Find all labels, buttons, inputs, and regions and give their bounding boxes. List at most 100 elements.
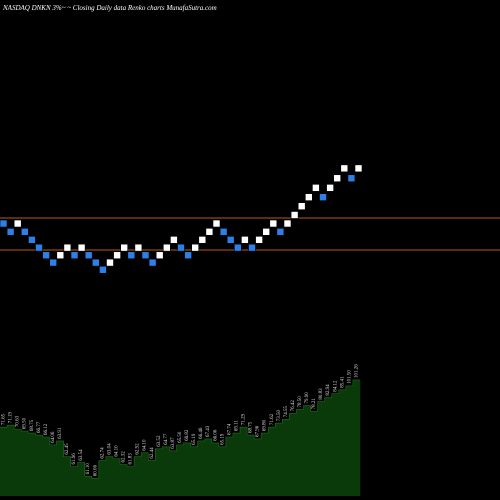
volume-value-label: 63.87 xyxy=(171,437,176,449)
brick-up xyxy=(290,211,299,219)
brick-down xyxy=(347,174,356,183)
volume-bar xyxy=(338,389,347,496)
volume-bar xyxy=(352,379,361,496)
volume-value-label: 66.46 xyxy=(199,427,204,439)
volume-value-label: 73.50 xyxy=(277,409,282,421)
volume-value-label: 63.91 xyxy=(58,427,63,439)
volume-bar xyxy=(105,456,114,496)
brick-down xyxy=(70,251,79,260)
volume-bar xyxy=(112,458,121,496)
volume-bar xyxy=(169,450,177,496)
brick-up xyxy=(63,243,72,252)
volume-value-label: 66.82 xyxy=(185,429,190,441)
volume-value-label: 62.45 xyxy=(65,443,70,455)
renko-bricks xyxy=(0,164,363,274)
volume-value-label: 64.77 xyxy=(164,433,169,445)
volume-value-label: 64.10 xyxy=(114,445,119,457)
brick-up xyxy=(77,243,86,252)
volume-value-label: 66.12 xyxy=(44,423,49,435)
volume-bar xyxy=(91,478,100,496)
volume-value-label: 69.11 xyxy=(234,420,239,432)
volume-bar xyxy=(84,476,93,496)
volume-bar xyxy=(21,431,29,496)
volume-bar xyxy=(7,425,15,496)
volume-bar xyxy=(155,448,163,496)
brick-up xyxy=(155,251,164,260)
brick-up xyxy=(134,243,143,252)
volume-bar xyxy=(275,423,283,496)
brick-up xyxy=(205,228,214,236)
volume-value-label: 61.10 xyxy=(86,463,91,475)
brick-up xyxy=(106,258,114,267)
volume-value-label: 80.83 xyxy=(319,388,324,400)
brick-up xyxy=(255,236,263,244)
volume-bar xyxy=(345,385,354,496)
brick-up xyxy=(56,251,65,260)
brick-down xyxy=(0,219,8,228)
volume-bar xyxy=(98,460,107,496)
volume-value-label: 71.19 xyxy=(9,411,14,423)
volume-bar xyxy=(141,452,149,496)
volume-bar xyxy=(70,466,78,496)
brick-up xyxy=(113,251,121,260)
volume-value-label: 82.94 xyxy=(326,384,331,396)
volume-value-label: 84.12 xyxy=(333,380,338,392)
volume-value-label: 101.50 xyxy=(347,370,352,384)
volume-bar xyxy=(14,429,22,496)
volume-bar xyxy=(42,437,50,496)
volume-bar xyxy=(77,462,86,496)
volume-bar xyxy=(254,438,262,496)
volume-bar xyxy=(120,464,128,496)
volume-bar xyxy=(268,427,276,496)
volume-outline xyxy=(0,379,360,479)
brick-up xyxy=(269,219,278,228)
brick-down xyxy=(84,251,93,260)
volume-bar xyxy=(240,427,248,496)
volume-bar xyxy=(289,413,297,496)
volume-value-label: 66.06 xyxy=(213,429,218,441)
brick-down xyxy=(141,251,150,260)
volume-value-label: 74.55 xyxy=(284,406,289,418)
volume-bar xyxy=(35,435,43,496)
brick-up xyxy=(304,193,313,201)
volume-bar xyxy=(197,440,206,496)
brick-down xyxy=(42,251,50,260)
volume-bar xyxy=(247,435,255,496)
brick-down xyxy=(177,243,185,252)
volume-value-label: 85.41 xyxy=(340,376,345,388)
volume-value-label: 78.50 xyxy=(298,396,303,408)
brick-down xyxy=(248,243,256,252)
volume-value-label: 62.92 xyxy=(136,443,141,455)
volume-value-label: 65.19 xyxy=(192,433,197,445)
volume-bar xyxy=(261,433,269,496)
volume-bar xyxy=(56,440,64,496)
volume-value-label: 67.96 xyxy=(256,425,261,437)
volume-bar xyxy=(317,401,326,496)
volume-area xyxy=(0,379,361,496)
volume-value-label: 64.10 xyxy=(143,439,148,451)
volume-bar xyxy=(310,411,318,496)
volume-bar xyxy=(0,427,8,496)
volume-bar xyxy=(190,446,198,496)
volume-value-label: 79.90 xyxy=(305,392,310,404)
volume-bar xyxy=(204,438,213,496)
volume-bar xyxy=(63,456,71,496)
volume-bar xyxy=(232,433,241,496)
brick-down xyxy=(234,243,242,252)
volume-value-label: 68.75 xyxy=(249,421,254,433)
brick-up xyxy=(283,219,292,228)
brick-up xyxy=(326,184,334,192)
volume-value-label: 67.74 xyxy=(227,423,232,435)
volume-value-label: 68.75 xyxy=(30,419,35,431)
volume-value-label: 61.96 xyxy=(72,453,77,465)
volume-value-label: 71.29 xyxy=(242,413,247,425)
volume-bar xyxy=(303,405,311,496)
volume-bar xyxy=(28,433,36,496)
brick-down xyxy=(319,193,327,201)
brick-up xyxy=(170,236,178,244)
volume-bar xyxy=(225,437,234,496)
volume-value-label: 62.44 xyxy=(150,447,155,459)
brick-up xyxy=(354,164,363,173)
brick-up xyxy=(312,184,320,192)
